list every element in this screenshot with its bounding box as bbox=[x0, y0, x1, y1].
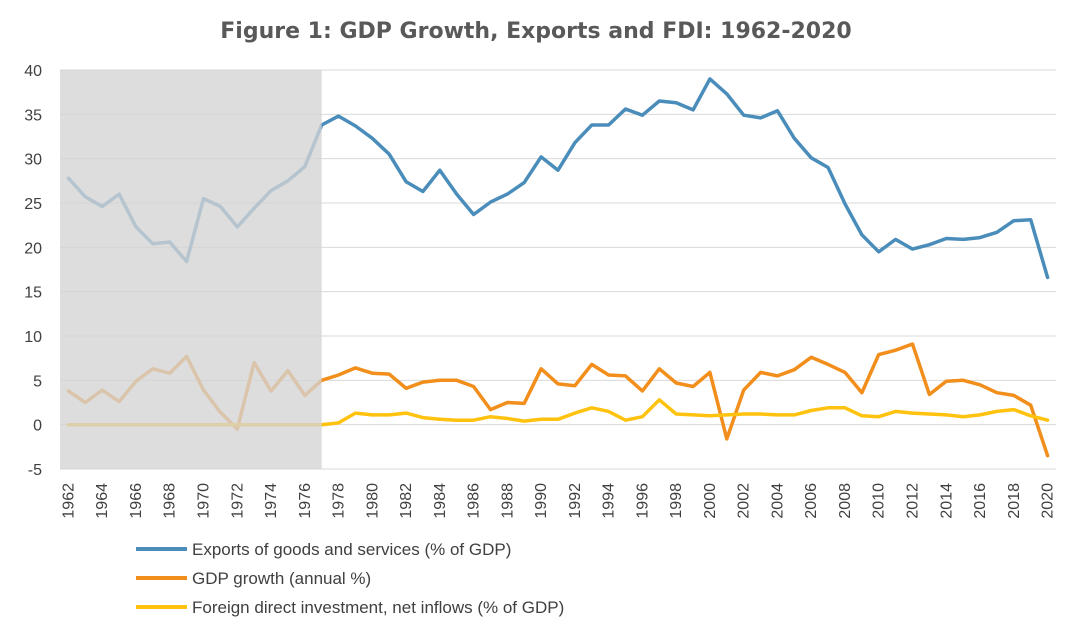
y-tick-label: 10 bbox=[24, 329, 42, 346]
x-tick-label: 2000 bbox=[702, 483, 719, 519]
y-tick-label: 30 bbox=[24, 152, 42, 169]
y-tick-label: 20 bbox=[24, 240, 42, 257]
y-tick-label: 35 bbox=[24, 107, 42, 124]
x-tick-label: 1998 bbox=[668, 483, 685, 519]
y-axis-ticks: -5 0 5 10 15 20 25 30 35 40 bbox=[24, 63, 42, 479]
x-tick-label: 2018 bbox=[1006, 483, 1023, 519]
legend-label-1: GDP growth (annual %) bbox=[192, 569, 371, 588]
x-tick-label: 1980 bbox=[364, 483, 381, 519]
x-tick-label: 2002 bbox=[736, 483, 753, 519]
x-tick-label: 1972 bbox=[229, 483, 246, 519]
x-tick-label: 2010 bbox=[871, 483, 888, 519]
x-tick-label: 1970 bbox=[195, 483, 212, 519]
x-tick-label: 1994 bbox=[601, 483, 618, 519]
x-tick-label: 2020 bbox=[1040, 483, 1057, 519]
x-tick-label: 1996 bbox=[634, 483, 651, 519]
chart-title: Figure 1: GDP Growth, Exports and FDI: 1… bbox=[220, 19, 851, 44]
y-tick-label: 40 bbox=[24, 63, 42, 80]
legend-label-2: Foreign direct investment, net inflows (… bbox=[192, 598, 564, 617]
x-tick-label: 2004 bbox=[769, 483, 786, 519]
legend: Exports of goods and services (% of GDP)… bbox=[136, 540, 564, 617]
y-tick-label: 0 bbox=[33, 418, 42, 435]
x-tick-label: 1968 bbox=[162, 483, 179, 519]
x-tick-label: 2008 bbox=[837, 483, 854, 519]
x-tick-label: 1986 bbox=[466, 483, 483, 519]
x-axis-ticks: 1962 1964 1966 1968 1970 1972 1974 1976 1978 1980… bbox=[60, 483, 1056, 519]
x-tick-label: 1984 bbox=[432, 483, 449, 519]
x-tick-label: 1974 bbox=[263, 483, 280, 519]
x-tick-label: 2016 bbox=[972, 483, 989, 519]
x-tick-label: 1990 bbox=[533, 483, 550, 519]
x-tick-label: 1966 bbox=[128, 483, 145, 519]
x-tick-label: 1964 bbox=[94, 483, 111, 519]
x-tick-label: 1976 bbox=[297, 483, 314, 519]
x-tick-label: 1982 bbox=[398, 483, 415, 519]
x-tick-label: 1978 bbox=[331, 483, 348, 519]
y-tick-label: 25 bbox=[24, 196, 42, 213]
y-tick-label: 15 bbox=[24, 285, 42, 302]
x-tick-label: 1962 bbox=[60, 483, 77, 519]
shaded-period bbox=[60, 70, 322, 469]
legend-label-0: Exports of goods and services (% of GDP) bbox=[192, 540, 511, 559]
x-tick-label: 1988 bbox=[499, 483, 516, 519]
x-tick-label: 2006 bbox=[803, 483, 820, 519]
x-tick-label: 2012 bbox=[905, 483, 922, 519]
y-tick-label: 5 bbox=[33, 373, 42, 390]
x-tick-label: 1992 bbox=[567, 483, 584, 519]
x-tick-label: 2014 bbox=[938, 483, 955, 519]
y-tick-label: -5 bbox=[28, 462, 42, 479]
